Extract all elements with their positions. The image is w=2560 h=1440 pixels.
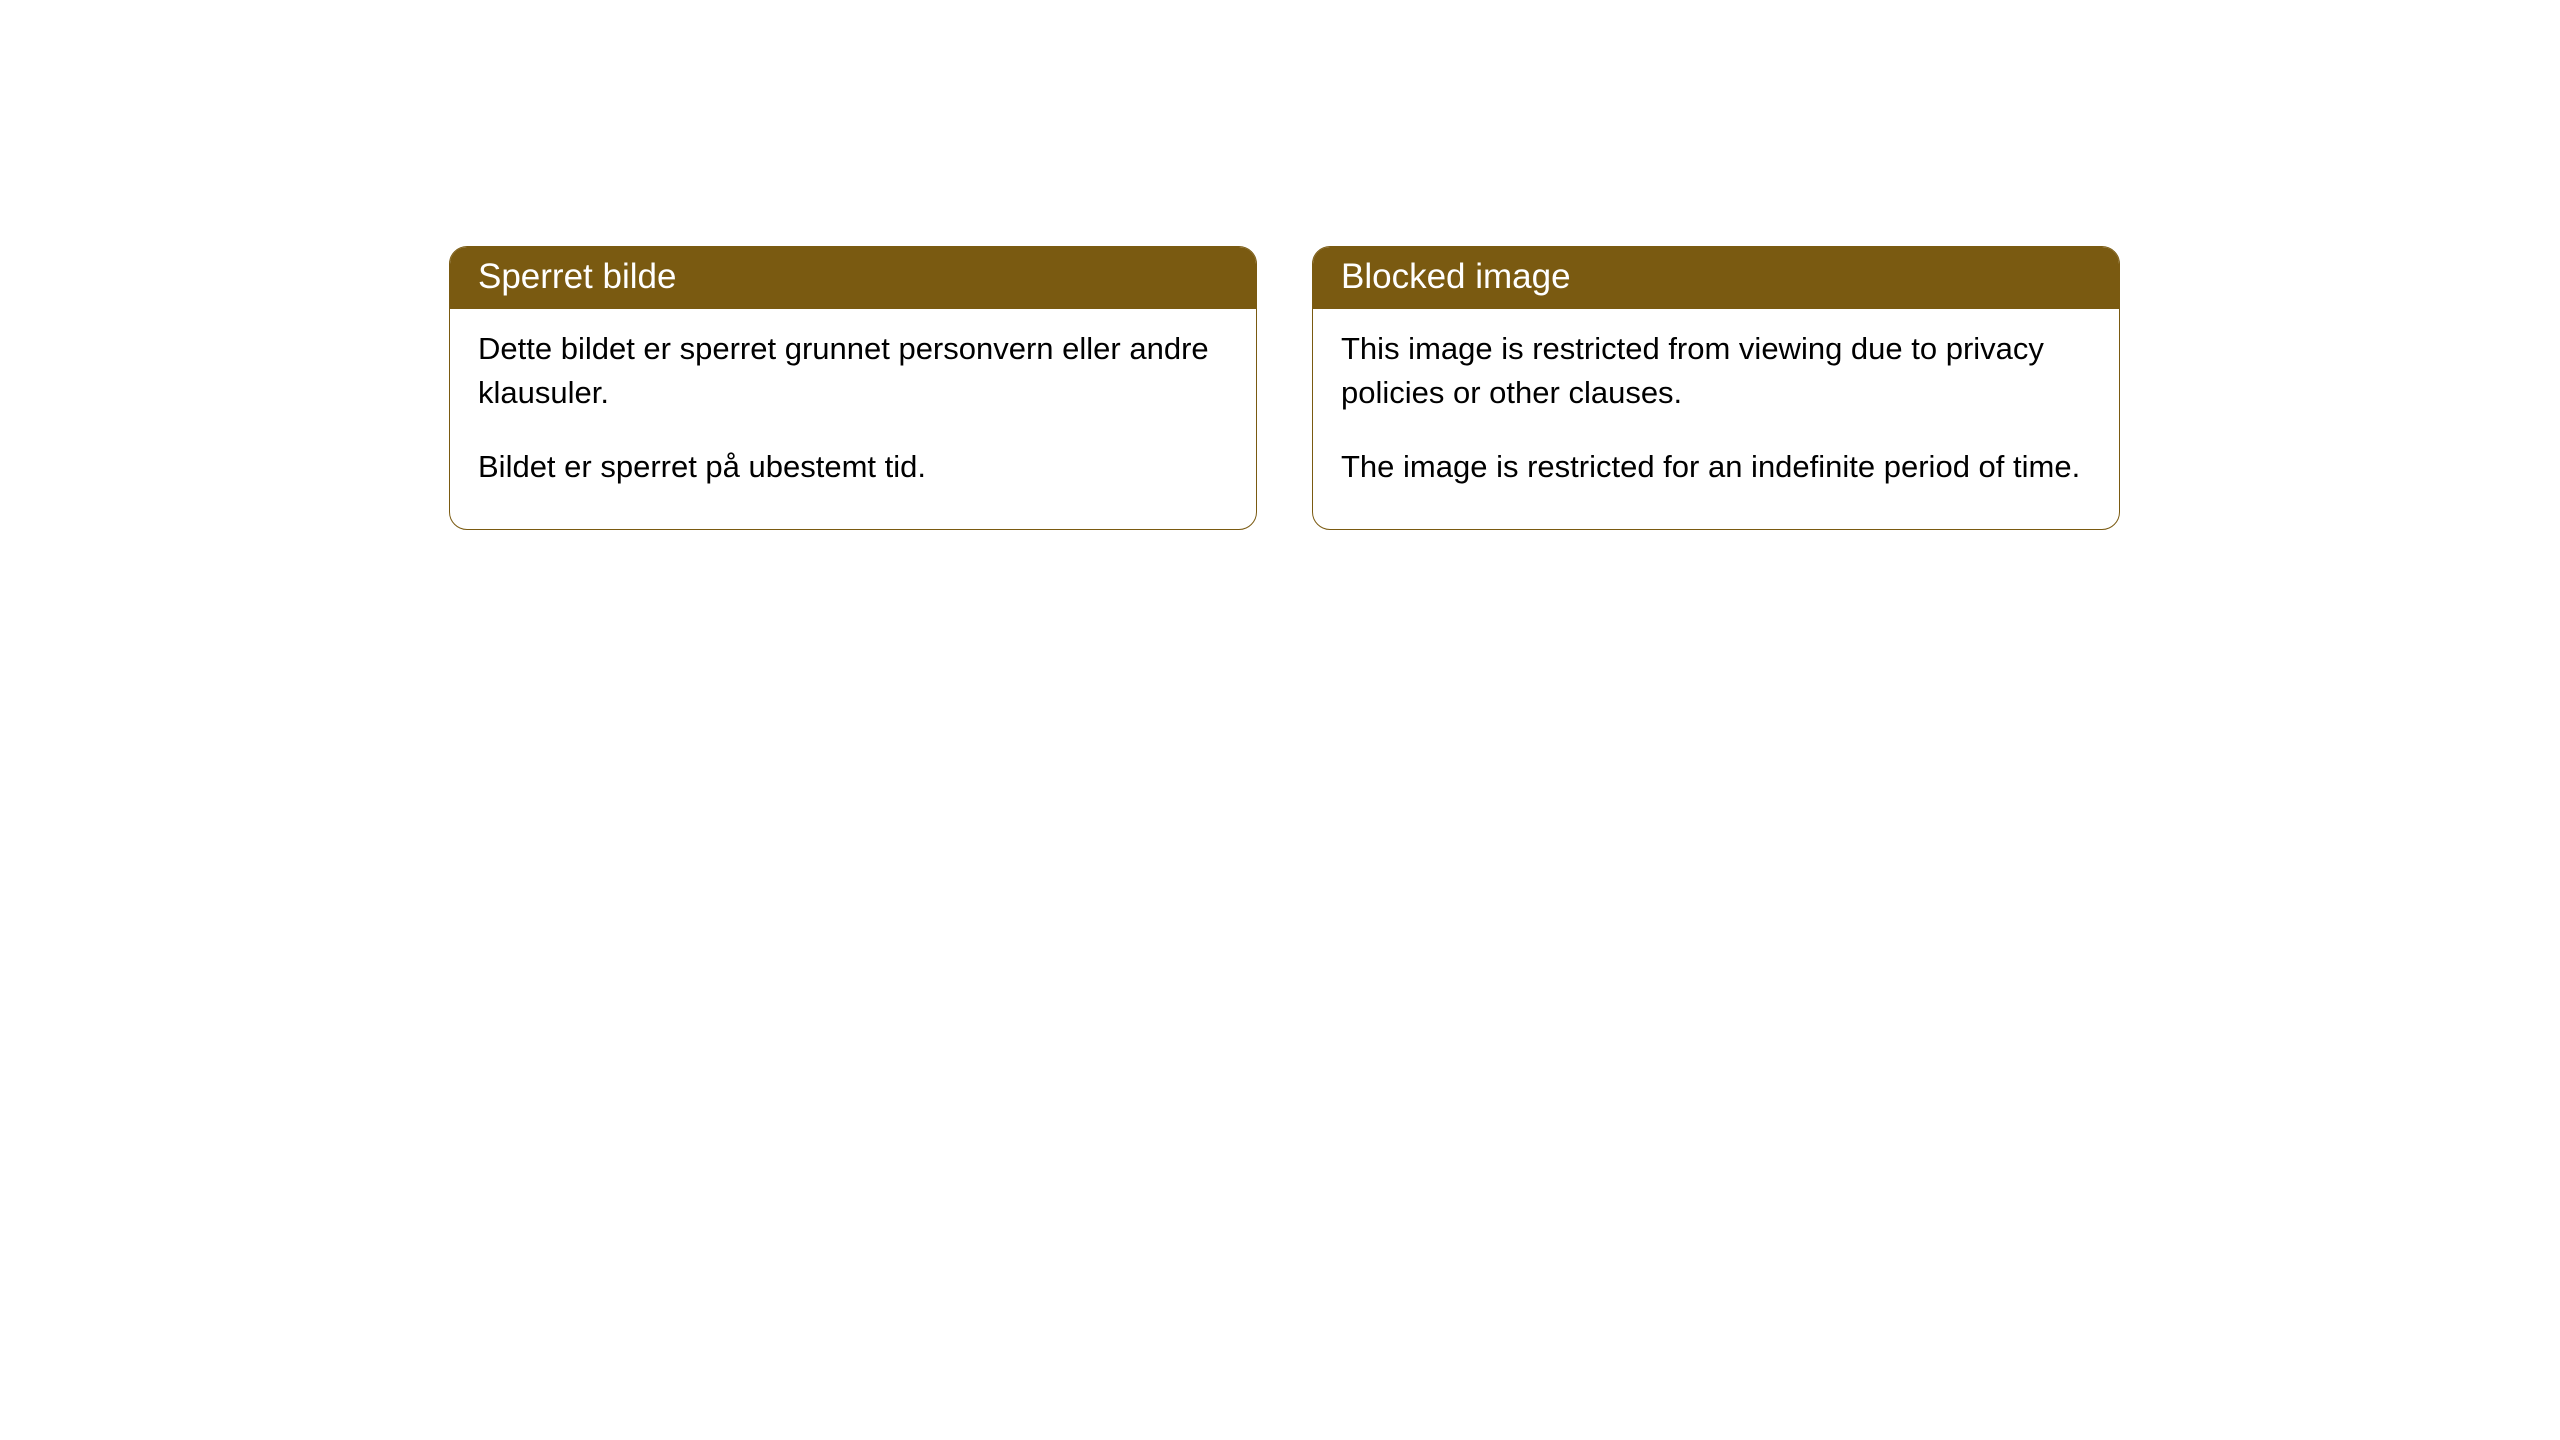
card-body: Dette bildet er sperret grunnet personve… — [450, 309, 1256, 529]
card-title: Blocked image — [1341, 257, 1571, 296]
cards-container: Sperret bilde Dette bildet er sperret gr… — [449, 246, 2120, 530]
blocked-image-card-en: Blocked image This image is restricted f… — [1312, 246, 2120, 530]
card-paragraph: The image is restricted for an indefinit… — [1341, 445, 2091, 489]
card-paragraph: Bildet er sperret på ubestemt tid. — [478, 445, 1228, 489]
card-paragraph: This image is restricted from viewing du… — [1341, 327, 2091, 415]
card-header: Sperret bilde — [450, 247, 1256, 309]
card-header: Blocked image — [1313, 247, 2119, 309]
card-title: Sperret bilde — [478, 257, 676, 296]
card-body: This image is restricted from viewing du… — [1313, 309, 2119, 529]
blocked-image-card-no: Sperret bilde Dette bildet er sperret gr… — [449, 246, 1257, 530]
card-paragraph: Dette bildet er sperret grunnet personve… — [478, 327, 1228, 415]
